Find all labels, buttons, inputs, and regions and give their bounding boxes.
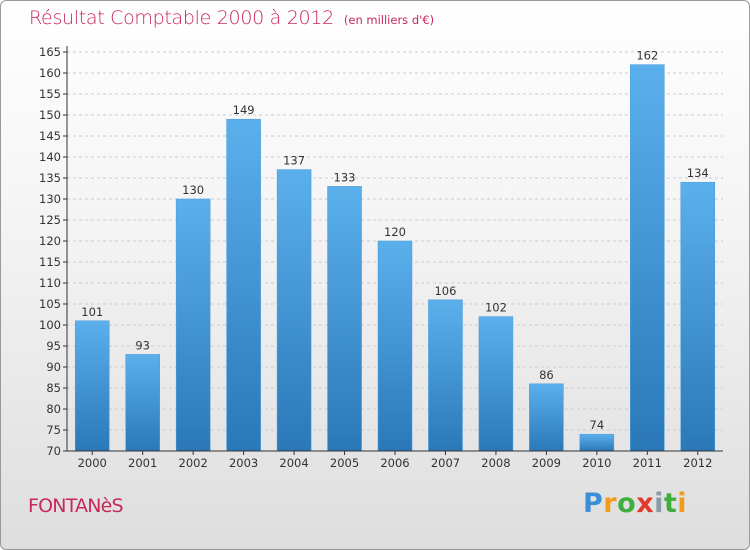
x-tick-label: 2000 (78, 456, 107, 470)
x-tick-label: 2001 (128, 456, 157, 470)
brand-letter: t (663, 488, 678, 519)
bar (175, 198, 211, 452)
data-label: 162 (636, 49, 658, 63)
y-tick-label: 155 (39, 87, 61, 101)
x-tick-label: 2003 (229, 456, 258, 470)
bar (680, 181, 716, 452)
y-tick-label: 140 (39, 150, 61, 164)
bar (377, 240, 413, 452)
bar (125, 354, 160, 452)
data-label: 137 (283, 154, 305, 168)
bar (276, 169, 312, 452)
data-label: 133 (334, 170, 356, 184)
city-name: FONTANèS (28, 495, 124, 517)
x-tick-label: 2002 (179, 456, 208, 470)
bar (478, 316, 514, 452)
y-tick-label: 75 (46, 423, 61, 437)
data-label: 130 (182, 183, 204, 197)
chart-title: Résultat Comptable 2000 à 2012 (29, 7, 334, 29)
bar (226, 118, 261, 452)
brand-letter: r (603, 488, 618, 519)
data-label: 134 (687, 166, 709, 180)
x-tick-label: 2009 (532, 456, 561, 470)
y-tick-label: 120 (39, 234, 61, 248)
brand-letter: P (583, 488, 604, 519)
bars (74, 64, 716, 452)
data-label: 102 (485, 301, 507, 315)
x-tick-label: 2008 (481, 456, 510, 470)
y-tick-label: 145 (39, 129, 61, 143)
y-tick-label: 130 (39, 192, 61, 206)
y-tick-label: 105 (39, 297, 61, 311)
y-tick-label: 135 (39, 171, 61, 185)
x-tick-label: 2010 (582, 456, 611, 470)
bar (579, 433, 615, 452)
data-label: 93 (135, 338, 150, 352)
data-label: 86 (539, 368, 554, 382)
y-tick-label: 90 (46, 360, 61, 374)
bar (428, 299, 463, 452)
x-tick-label: 2011 (633, 456, 662, 470)
bar (74, 320, 110, 452)
y-tick-label: 150 (39, 108, 61, 122)
x-tick-label: 2005 (330, 456, 359, 470)
y-tick-label: 70 (46, 444, 61, 458)
x-tick-label: 2012 (683, 456, 712, 470)
brand-letter: i (677, 488, 688, 519)
title-block: Résultat Comptable 2000 à 2012 (en millie… (29, 7, 434, 29)
chart-subtitle: (en milliers d'€) (343, 13, 435, 27)
data-label: 101 (81, 305, 103, 319)
bar (529, 383, 564, 452)
y-tick-label: 165 (39, 45, 61, 59)
data-label: 74 (590, 418, 605, 432)
x-tick-labels: 2000 2001 2002 2003 2004 2005 2006 2007 2008 2009… (78, 451, 712, 470)
data-label: 106 (434, 284, 456, 298)
y-tick-labels: 70 75 80 85 90 95 100 105 110 115 120 125 130 135 140 1… (39, 45, 61, 458)
y-tick-label: 125 (39, 213, 61, 227)
y-tick-label: 110 (39, 276, 61, 290)
brand-letter: o (617, 488, 637, 519)
brand-logo: Proxiti (583, 488, 687, 519)
data-label: 149 (233, 103, 255, 117)
y-tick-label: 85 (46, 381, 61, 395)
y-tick-label: 100 (39, 318, 61, 332)
brand-letter: i (654, 488, 664, 519)
bar (630, 64, 665, 452)
y-tick-label: 160 (39, 66, 61, 80)
x-tick-label: 2006 (380, 456, 409, 470)
y-tick-label: 80 (46, 402, 61, 416)
bar (327, 186, 362, 452)
data-labels: 101 93 130 149 137 133 120 106 102 86 74 162 134 (81, 49, 708, 433)
data-label: 120 (384, 225, 406, 239)
brand-letter: x (636, 488, 655, 519)
y-tick-label: 95 (46, 339, 61, 353)
y-tick-label: 115 (39, 255, 61, 269)
x-tick-label: 2004 (279, 456, 308, 470)
x-tick-label: 2007 (431, 456, 460, 470)
